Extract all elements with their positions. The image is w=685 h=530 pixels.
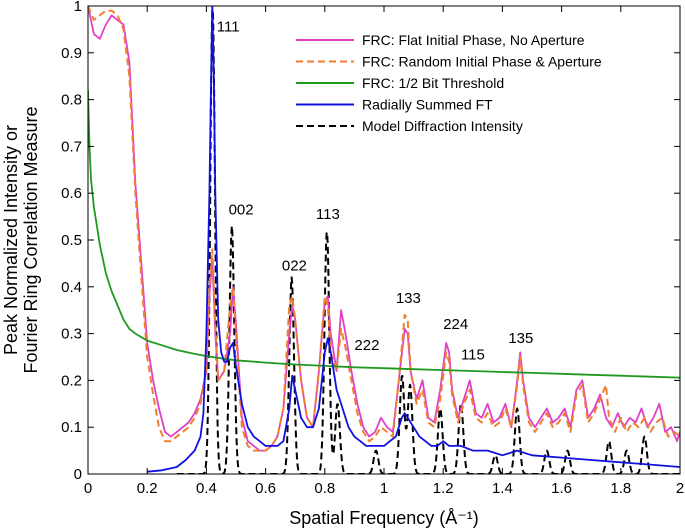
series-line-radially-summed-ft bbox=[147, 6, 680, 473]
x-tick-label: 1 bbox=[380, 480, 388, 497]
y-tick-label: 0.2 bbox=[61, 372, 82, 389]
ticks-layer: 0 0.2 0.4 0.6 0.8 1 1.2 1.4 1.6 1.8 2 0 0.1 0.2 0.3 0.4… bbox=[61, 0, 684, 497]
y-axis-title-line-1: Peak Normalized Intensity or bbox=[1, 125, 21, 355]
series-line-frc-1-2-bit-threshold bbox=[88, 90, 680, 379]
peak-label-115: 115 bbox=[461, 346, 485, 363]
legend-label-frc-flat-initial-phase-no-aperture: FRC: Flat Initial Phase, No Aperture bbox=[362, 32, 585, 48]
x-tick-label: 0.2 bbox=[137, 480, 158, 497]
y-tick-label: 0.9 bbox=[61, 45, 82, 62]
peak-label-111: 111 bbox=[217, 19, 240, 36]
peak-label-113: 113 bbox=[316, 206, 340, 223]
plot-area bbox=[88, 6, 680, 474]
x-tick-label: 1.8 bbox=[610, 480, 631, 497]
x-tick-label: 1.2 bbox=[433, 480, 454, 497]
x-tick-label: 0 bbox=[84, 480, 92, 497]
x-tick-label: 2 bbox=[676, 480, 684, 497]
peak-label-135: 135 bbox=[508, 330, 533, 347]
y-axis-title-line-2: Fourier Ring Correlation Measure bbox=[21, 106, 41, 373]
peak-label-002: 002 bbox=[229, 201, 254, 218]
x-tick-label: 0.8 bbox=[314, 480, 335, 497]
x-tick-label: 0.4 bbox=[196, 480, 217, 497]
x-axis-title: Spatial Frequency (Å⁻¹) bbox=[289, 508, 479, 528]
y-tick-label: 0.6 bbox=[61, 185, 82, 202]
annotation-layer: 111 002 022 113 222 133 224 115 135 bbox=[217, 19, 534, 364]
legend-label-frc-random-initial-phase-aperture: FRC: Random Initial Phase & Aperture bbox=[362, 54, 602, 70]
legend-label-radially-summed-ft: Radially Summed FT bbox=[362, 97, 493, 113]
peak-label-222: 222 bbox=[354, 337, 379, 354]
series-line-frc-random-initial-phase-aperture bbox=[88, 6, 680, 452]
y-tick-label: 0.5 bbox=[61, 232, 82, 249]
x-tick-label: 0.6 bbox=[255, 480, 276, 497]
y-tick-label: 1 bbox=[74, 0, 82, 15]
y-tick-label: 0.7 bbox=[61, 138, 82, 155]
x-tick-label: 1.4 bbox=[492, 480, 513, 497]
y-tick-label: 0.1 bbox=[61, 419, 82, 436]
y-tick-label: 0 bbox=[74, 466, 82, 483]
y-tick-label: 0.4 bbox=[61, 279, 82, 296]
peak-label-224: 224 bbox=[443, 316, 468, 333]
legend: FRC: Flat Initial Phase, No Aperture FRC:… bbox=[296, 32, 602, 134]
y-tick-label: 0.8 bbox=[61, 92, 82, 109]
x-tick-label: 1.6 bbox=[551, 480, 572, 497]
y-tick-label: 0.3 bbox=[61, 326, 82, 343]
legend-label-model-diffraction-intensity: Model Diffraction Intensity bbox=[362, 118, 523, 134]
series-layer bbox=[88, 6, 680, 474]
legend-label-frc-1-2-bit-threshold: FRC: 1/2 Bit Threshold bbox=[362, 75, 504, 91]
peak-label-022: 022 bbox=[282, 257, 307, 274]
peak-label-133: 133 bbox=[396, 290, 421, 307]
